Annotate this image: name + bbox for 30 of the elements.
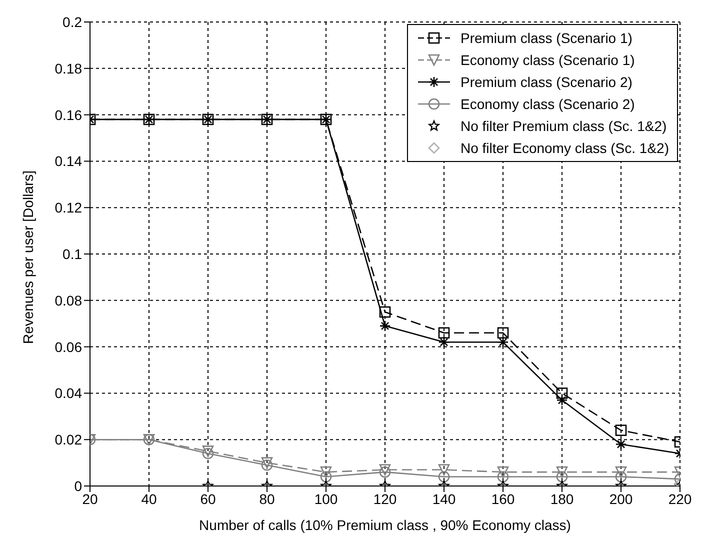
legend-label: No filter Premium class (Sc. 1&2) — [460, 118, 667, 134]
y-tick-label: 0.02 — [54, 432, 82, 448]
y-tick-label: 0.16 — [54, 106, 82, 123]
legend-label: Economy class (Scenario 2) — [460, 96, 635, 112]
y-tick-label: 0 — [74, 478, 82, 494]
x-axis-title: Number of calls (10% Premium class , 90% Economy class) — [199, 517, 571, 533]
y-tick-label: 0.18 — [54, 60, 82, 76]
x-tick-label: 140 — [432, 490, 456, 507]
y-tick-label: 0.1 — [62, 246, 82, 262]
x-tick-label: 20 — [82, 490, 98, 507]
y-tick-label: 0.12 — [54, 200, 82, 216]
x-tick-label: 180 — [550, 490, 574, 507]
x-tick-label: 60 — [200, 490, 216, 507]
x-tick-label: 120 — [373, 490, 397, 507]
legend-label: Premium class (Scenario 1) — [460, 30, 632, 46]
legend-label: Premium class (Scenario 2) — [460, 74, 632, 90]
x-tick-label: 160 — [491, 490, 515, 507]
y-tick-label: 0.04 — [54, 385, 82, 402]
legend-label: Economy class (Scenario 1) — [460, 52, 635, 68]
legend-label: No filter Economy class (Sc. 1&2) — [460, 140, 669, 156]
y-tick-label: 0.2 — [62, 14, 82, 30]
y-tick-label: 0.08 — [54, 292, 82, 308]
y-tick-label: 0.14 — [54, 153, 82, 170]
y-tick-label: 0.06 — [54, 338, 82, 355]
y-axis-title: Revenues per user [Dollars] — [20, 170, 36, 344]
x-tick-label: 200 — [609, 490, 633, 507]
x-tick-label: 100 — [314, 490, 338, 507]
x-tick-label: 40 — [141, 490, 157, 507]
x-tick-label: 220 — [668, 490, 692, 507]
x-tick-label: 80 — [259, 490, 275, 507]
